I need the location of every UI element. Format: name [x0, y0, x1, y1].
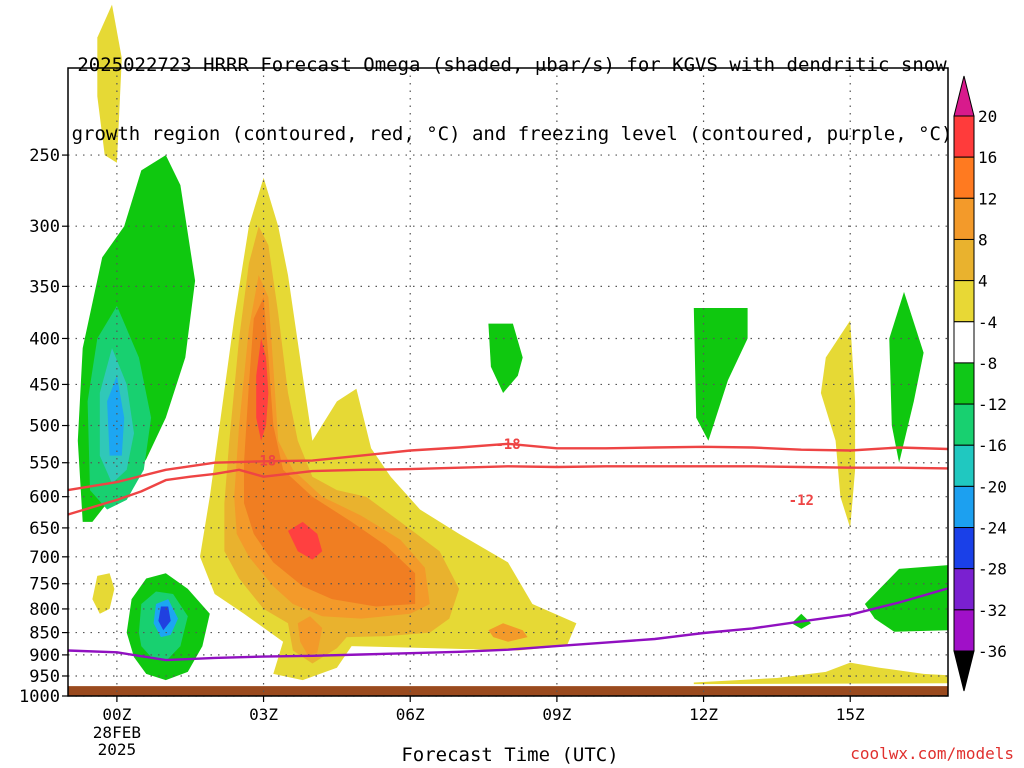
- colorbar-label: -4: [978, 313, 997, 332]
- colorbar-label: -20: [978, 477, 1007, 496]
- colorbar-bin: [953, 362, 975, 405]
- colorbar-label: 12: [978, 189, 997, 208]
- y-tick-label: 600: [29, 488, 60, 508]
- y-tick-label: 650: [29, 519, 60, 539]
- x-axis-label: Forecast Time (UTC): [401, 744, 619, 766]
- title-line-2: growth region (contoured, red, °C) and f…: [71, 123, 953, 145]
- y-tick-label: 300: [29, 217, 60, 237]
- colorbar-bin: [953, 609, 975, 652]
- colorbar-label: 16: [978, 148, 997, 167]
- colorbar-label: -36: [978, 642, 1007, 661]
- omega-region-pos12: [488, 623, 528, 642]
- x-tick-label: 03Z: [249, 705, 278, 724]
- omega-region-pos4: [97, 4, 122, 163]
- omega-region-neg4: [488, 323, 523, 393]
- y-tick-label: 250: [29, 146, 60, 166]
- omega-region-pos4: [693, 662, 948, 685]
- x-tick-label: 00Z: [102, 705, 131, 724]
- colorbar-label: -24: [978, 519, 1007, 538]
- omega-region-neg4: [864, 565, 948, 632]
- colorbar: 20 16 12 8 4 -4 -8 -12 -16 -20 -24 -28 -32 -36: [953, 75, 1007, 692]
- x-tick-sublabel: 2025: [98, 740, 137, 759]
- colorbar-bin: [953, 280, 975, 323]
- omega-region-pos4: [820, 320, 856, 528]
- y-tick-label: 400: [29, 329, 60, 349]
- colorbar-bin: [953, 238, 975, 282]
- y-tick-label: 350: [29, 277, 60, 297]
- y-tick-label: 900: [29, 646, 60, 666]
- omega-region-pos20: [288, 521, 323, 560]
- y-tick-label: 550: [29, 454, 60, 474]
- colorbar-bin: [953, 568, 975, 611]
- y-axis: 2503003504004505005506006507007508008509…: [19, 146, 68, 707]
- credit-link[interactable]: coolwx.com/models: [850, 744, 1014, 763]
- colorbar-label: 20: [978, 107, 997, 126]
- y-tick-label: 1000: [19, 687, 60, 707]
- omega-region-neg16: [107, 375, 125, 456]
- contour-line-0: [67, 587, 949, 662]
- y-tick-label: 850: [29, 624, 60, 644]
- colorbar-bin: [953, 321, 975, 364]
- colorbar-label: -8: [978, 354, 997, 373]
- omega-shading: [77, 4, 948, 685]
- colorbar-bin: [953, 527, 975, 570]
- contour-lines: -18 -18 -12: [67, 437, 949, 662]
- colorbar-label: -32: [978, 601, 1007, 620]
- omega-region-neg4: [889, 291, 924, 463]
- title-line-1: 2025022723 HRRR Forecast Omega (shaded, …: [77, 54, 947, 76]
- x-tick-sublabel: 28FEB: [93, 723, 141, 742]
- contour-line--12: [67, 465, 949, 516]
- y-tick-label: 450: [29, 375, 60, 395]
- y-tick-label: 700: [29, 548, 60, 568]
- x-tick-label: 15Z: [836, 705, 865, 724]
- omega-region-neg20: [158, 606, 171, 631]
- colorbar-bin: [953, 403, 975, 446]
- colorbar-label: -16: [978, 436, 1007, 455]
- chart-title: 2025022723 HRRR Forecast Omega (shaded, …: [0, 8, 1024, 169]
- x-tick-label: 06Z: [396, 705, 425, 724]
- y-tick-label: 500: [29, 417, 60, 437]
- colorbar-label: 8: [978, 230, 988, 249]
- colorbar-label: -28: [978, 560, 1007, 579]
- contour-label: -18: [495, 437, 520, 453]
- y-tick-label: 950: [29, 667, 60, 687]
- contour-label: -12: [789, 493, 814, 509]
- colorbar-bottom-arrow: [953, 650, 975, 692]
- omega-region-neg4: [693, 308, 748, 441]
- colorbar-bin: [953, 197, 975, 240]
- plot-frame: [67, 67, 949, 697]
- omega-region-pos16: [244, 297, 416, 607]
- y-tick-label: 800: [29, 600, 60, 620]
- ground-layer: [68, 686, 948, 696]
- y-tick-label: 750: [29, 575, 60, 595]
- contour-label: -18: [251, 454, 276, 470]
- omega-region-pos20: [256, 338, 269, 441]
- colorbar-bin: [953, 444, 975, 487]
- colorbar-label: -12: [978, 395, 1007, 414]
- colorbar-bin: [953, 485, 975, 529]
- x-tick-label: 09Z: [542, 705, 571, 724]
- ground-surface: [68, 686, 948, 696]
- x-tick-label: 12Z: [689, 705, 718, 724]
- omega-region-pos12: [297, 616, 323, 655]
- contour-line--18: [67, 442, 949, 492]
- colorbar-label: 4: [978, 272, 988, 291]
- plot-border: [67, 67, 949, 697]
- omega-region-pos4: [92, 573, 115, 614]
